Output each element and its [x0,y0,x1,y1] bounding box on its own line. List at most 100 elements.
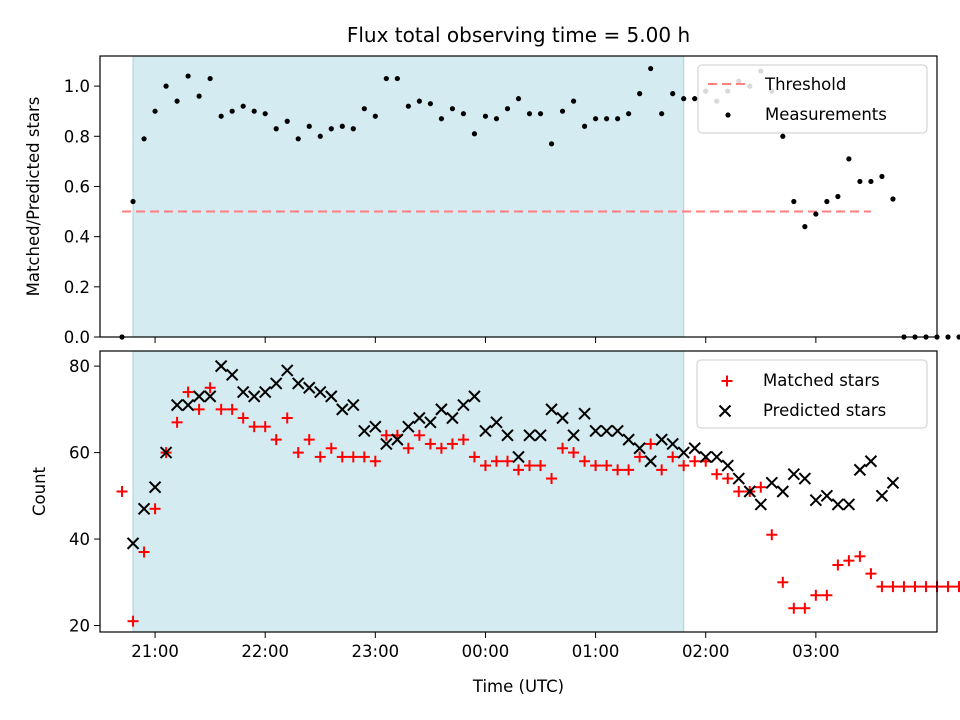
predicted-star-point [809,493,823,507]
predicted-star-point [192,390,206,403]
top-legend: Threshold Measurements [697,64,928,134]
predicted-star-point [490,416,503,429]
matched-stars-legend-swatch [721,375,733,387]
measurement-point [416,98,422,104]
measurement-point [548,141,555,147]
predicted-star-point [699,450,712,464]
matched-star-point [325,442,337,454]
measurement-point [372,113,378,119]
matched-star-point [490,455,502,467]
predicted-star-point [159,446,173,459]
measurement-point [626,111,632,117]
matched-star-point [579,455,591,467]
predicted-star-point [325,390,338,403]
measurement-point [791,198,797,205]
measurement-point [559,108,566,114]
predicted-star-point [787,468,801,481]
matched-star-point [810,589,822,601]
measurements-series [119,65,960,340]
measurement-point [284,118,290,124]
matched-star-point [479,460,491,472]
y-tick-label: 0.8 [64,127,90,146]
matched-star-point [557,442,569,454]
predicted-star-point [314,385,327,399]
predicted-star-point [446,411,459,425]
predicted-star-point [479,424,492,438]
x-tick-label: 21:00 [131,642,179,661]
top-y-axis: 0.0 0.2 0.4 0.6 0.8 1.0 [64,77,100,347]
predicted-star-point [203,390,217,403]
predicted-star-point [457,398,470,412]
predicted-star-point [886,476,900,490]
measurement-point [460,111,467,117]
predicted-star-point [413,411,426,425]
measurement-point [361,106,367,112]
predicted-star-point [776,485,790,498]
predicted-star-point [523,429,536,442]
matched-star-point [535,460,547,472]
y-tick-label: 0.4 [64,228,90,247]
measurement-point [405,103,411,109]
predicted-star-point [732,472,745,485]
matched-star-point [127,615,139,627]
legend-threshold-label: Threshold [764,75,846,94]
predicted-star-point [677,446,690,459]
x-tick-label: 01:00 [572,642,620,661]
measurement-point [570,98,577,104]
measurement-point [328,126,334,132]
predicted-star-point [545,403,558,416]
matched-star-point [887,581,899,593]
measurement-point [515,96,522,102]
predicted-star-point [214,359,228,373]
matched-star-point [898,581,910,593]
legend-matched-stars-label: Matched stars [763,371,880,390]
measurement-point [670,91,676,97]
measurement-point [868,178,874,185]
matched-star-point [656,464,668,476]
predicted-star-point [468,390,481,403]
measurement-point [780,133,786,139]
matched-star-point [149,503,161,515]
predicted-star-point [336,403,349,416]
measurement-point [438,116,445,122]
measurement-point [879,173,885,180]
predicted-star-point [225,368,239,381]
predicted-star-point [181,398,195,412]
measurement-point [449,106,456,112]
predicted-star-point [358,424,371,438]
predicted-star-point [710,450,723,464]
bottom-legend-box [696,359,928,429]
predicted-star-point [137,502,151,515]
x-tick-label: 03:00 [792,642,840,661]
measurement-point [218,113,224,119]
measurement-point [306,123,312,129]
measurement-point [504,106,511,112]
measurement-point [163,83,169,89]
top-x-ticks [154,337,817,343]
measurement-point [317,133,323,139]
measurement-point [273,126,279,132]
matched-star-point [678,460,690,472]
predicted-stars-legend-swatch [718,404,732,418]
matched-star-point [942,581,954,593]
matched-star-point [215,403,227,415]
bottom-y-axis-label: Count [30,466,49,516]
top-axes-frame [99,55,938,338]
measurement-point [339,123,345,129]
predicted-star-point [556,411,569,425]
matched-star-point [303,434,315,446]
predicted-star-point [303,381,316,394]
predicted-star-point [666,437,679,451]
predicted-star-point [402,420,415,433]
matched-star-point [667,451,679,463]
matched-star-point [138,546,150,558]
predicted-star-point [743,485,756,498]
measurement-point [493,116,500,122]
measurement-point [956,334,960,340]
matched-star-point [876,581,888,593]
matched-star-point [435,442,447,454]
matched-star-point [193,403,205,415]
y-tick-label: 20 [69,617,90,636]
measurement-point [130,198,136,205]
